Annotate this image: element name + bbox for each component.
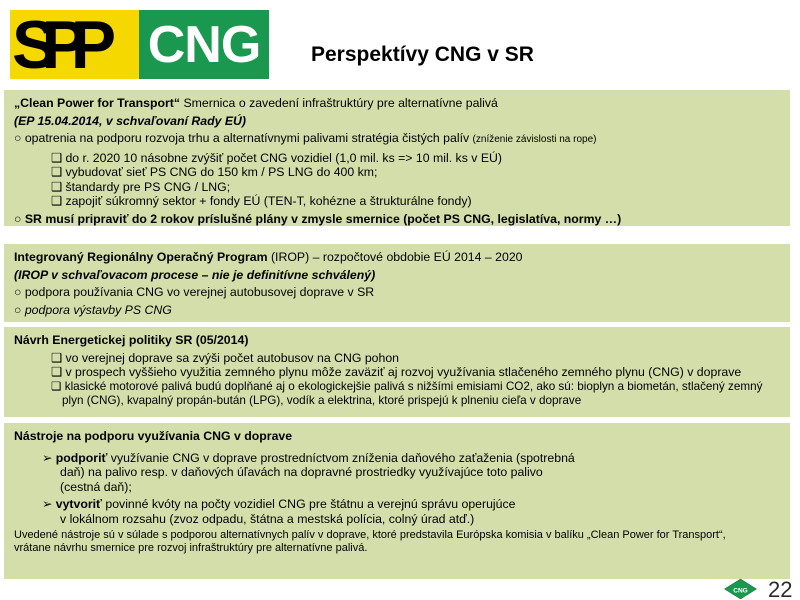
svg-text:SPP: SPP: [12, 10, 115, 79]
svg-text:CNG: CNG: [733, 588, 747, 595]
